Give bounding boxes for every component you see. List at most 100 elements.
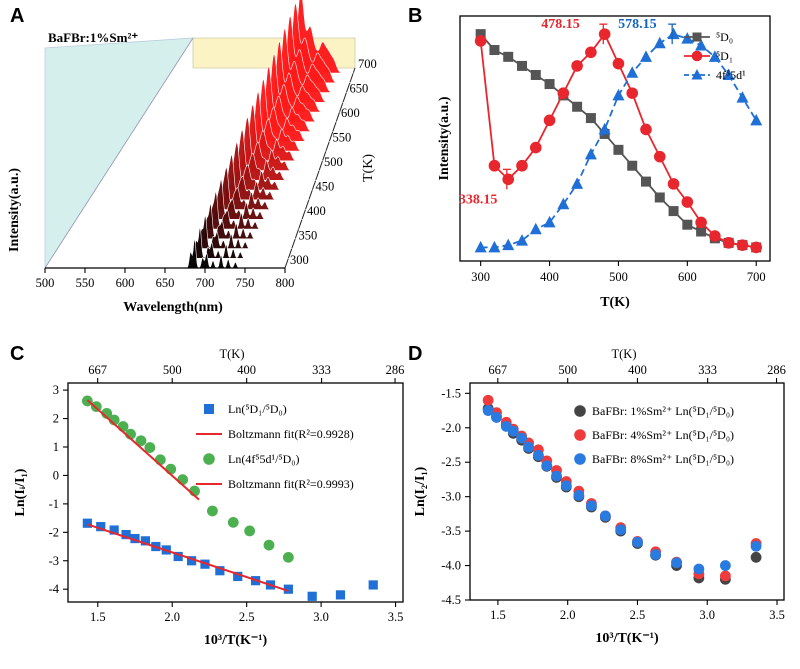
data-point-1 bbox=[585, 46, 597, 59]
y-tick-label: -3.0 bbox=[441, 490, 461, 504]
temperature-tick-label: 700 bbox=[358, 57, 377, 71]
x-tick-label: 700 bbox=[196, 276, 215, 290]
data-point-0 bbox=[233, 571, 243, 582]
data-point-2 bbox=[571, 177, 584, 189]
data-point-2 bbox=[708, 50, 721, 62]
data-point-1 bbox=[263, 539, 275, 551]
x-tick-label: 400 bbox=[540, 270, 559, 284]
data-point-1 bbox=[227, 516, 239, 528]
y-tick-label: -1 bbox=[49, 497, 59, 511]
spectrum-trace-420 bbox=[87, 167, 312, 210]
data-point-2 bbox=[523, 441, 535, 453]
data-point-2 bbox=[482, 405, 494, 416]
data-point-2 bbox=[543, 215, 556, 228]
data-point-0 bbox=[544, 79, 555, 90]
spectrum-trace-400 bbox=[79, 179, 308, 220]
legend-marker bbox=[574, 405, 586, 417]
data-point-2 bbox=[750, 540, 762, 552]
top-tick-label: 286 bbox=[767, 363, 786, 377]
data-point-0 bbox=[368, 580, 378, 590]
y-tick-label: 3 bbox=[53, 383, 59, 397]
data-point-0 bbox=[489, 45, 500, 56]
y-tick-label: 2 bbox=[53, 412, 59, 426]
data-point-1 bbox=[557, 87, 570, 99]
data-point-2 bbox=[560, 480, 572, 492]
y-axis-title: Ln(Iᵢ/I₁) bbox=[13, 468, 28, 516]
plot-frame bbox=[469, 382, 785, 601]
data-point-1 bbox=[474, 35, 487, 47]
data-point-0 bbox=[517, 60, 527, 71]
top-tick-label: 667 bbox=[488, 363, 507, 377]
y-tick-label: -3 bbox=[49, 554, 59, 568]
top-tick-label: 286 bbox=[386, 363, 405, 377]
x-tick-label: 2.5 bbox=[630, 608, 646, 622]
spectrum-trace-500 bbox=[115, 116, 329, 171]
y-tick-label: 1 bbox=[53, 440, 59, 454]
plot-frame bbox=[459, 15, 771, 262]
panel-a-3d-spectra: 500 550 600 650 700 750 800 Wavelength(nm) 300 35… bbox=[7, 0, 377, 315]
data-point-2 bbox=[750, 113, 763, 126]
data-point-1 bbox=[244, 525, 256, 537]
legend-marker bbox=[574, 429, 586, 441]
data-point-1 bbox=[598, 28, 611, 40]
y-axis-title: Intensity(a.u.) bbox=[437, 96, 452, 180]
data-point-1 bbox=[135, 435, 147, 447]
x-tick-label: 3.5 bbox=[388, 610, 404, 624]
data-point-0 bbox=[572, 101, 583, 112]
data-point-0 bbox=[654, 192, 665, 203]
temperature-tick-label: 600 bbox=[341, 106, 360, 120]
x-tick-label: 500 bbox=[36, 276, 55, 290]
legend-label: BaFBr: 4%Sm²⁺ Ln(⁵D₁/⁵D₀) bbox=[592, 428, 734, 442]
y-tick-label: -4 bbox=[49, 582, 60, 596]
legend-label: Boltzmann fit(R²=0.9993) bbox=[228, 477, 354, 491]
data-point-1 bbox=[144, 442, 156, 453]
spectrum-trace-560 bbox=[135, 78, 343, 142]
peak-annotation: 338.15 bbox=[459, 192, 498, 207]
temperature-tick-label: 450 bbox=[316, 180, 335, 194]
data-point-1 bbox=[516, 159, 528, 172]
data-point-1 bbox=[750, 241, 763, 254]
spectrum-trace-340 bbox=[59, 214, 294, 249]
data-point-0 bbox=[641, 176, 651, 187]
data-point-2 bbox=[502, 238, 515, 251]
top-tick-label: 400 bbox=[237, 363, 256, 377]
fit-line-1 bbox=[86, 399, 200, 501]
data-point-0 bbox=[283, 584, 293, 594]
top-axis-title: T(K) bbox=[220, 347, 245, 361]
panel-label-d: D bbox=[408, 343, 422, 365]
panel-label-c: C bbox=[10, 343, 24, 365]
data-point-2 bbox=[573, 489, 585, 501]
data-point-1 bbox=[502, 173, 515, 186]
legend-marker bbox=[692, 32, 702, 42]
data-point-0 bbox=[585, 113, 596, 124]
top-axis-title: T(K) bbox=[612, 347, 637, 361]
data-point-2 bbox=[650, 549, 662, 560]
peak-annotation: 578.15 bbox=[618, 17, 657, 32]
spectrum-trace-300 bbox=[45, 237, 285, 269]
fit-line-0 bbox=[87, 523, 289, 592]
legend-label: Ln(4f⁵5d¹/⁵D₀) bbox=[228, 452, 299, 466]
y-tick-label: -2.0 bbox=[441, 421, 461, 435]
top-tick-label: 333 bbox=[312, 363, 331, 377]
legend-label: Ln(⁵D₁/⁵D₀) bbox=[228, 402, 287, 416]
y-tick-label: 0 bbox=[53, 468, 59, 482]
data-point-2 bbox=[612, 88, 625, 101]
panel-label-b: B bbox=[408, 5, 422, 27]
legend-label: BaFBr: 8%Sm²⁺ Ln(⁵D₁/⁵D₀) bbox=[592, 452, 734, 466]
y-tick-label: -4.0 bbox=[441, 559, 461, 573]
data-point-1 bbox=[667, 178, 680, 190]
data-point-1 bbox=[653, 150, 666, 163]
legend-label: Boltzmann fit(R²=0.9928) bbox=[228, 427, 354, 441]
temperature-tick-label: 500 bbox=[324, 155, 343, 169]
data-point-1 bbox=[709, 230, 721, 242]
data-point-0 bbox=[82, 518, 92, 528]
y-axis-title: Ln(I₂/I₁) bbox=[413, 466, 428, 516]
top-tick-label: 500 bbox=[558, 363, 577, 377]
spectrum-trace-460 bbox=[101, 141, 320, 191]
data-point-0 bbox=[186, 556, 197, 566]
data-point-2 bbox=[671, 557, 682, 569]
data-point-1 bbox=[154, 454, 166, 466]
temperature-tick-label: 400 bbox=[307, 204, 326, 218]
y-tick-label: -4.5 bbox=[441, 593, 461, 607]
